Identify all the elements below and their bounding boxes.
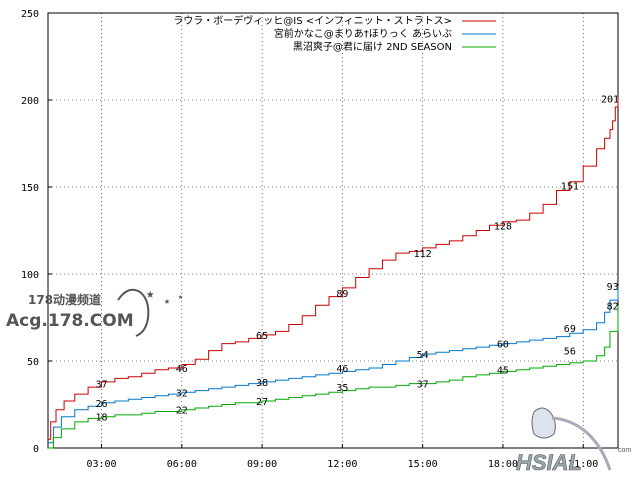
data-label: 32 <box>176 388 188 399</box>
y-tick-label: 100 <box>21 270 39 281</box>
data-label: 93 <box>607 282 619 293</box>
data-label: 37 <box>417 380 429 391</box>
data-label: 201 <box>601 94 619 105</box>
y-tick-label: 250 <box>21 9 39 20</box>
star-icon-tiny: ★ <box>178 292 183 301</box>
x-tick-label: 09:00 <box>247 459 277 470</box>
data-label: 65 <box>256 331 268 342</box>
data-label: 56 <box>564 347 576 358</box>
watermark-site-text: Acg.178.COM <box>6 311 134 331</box>
data-label: 35 <box>336 383 348 394</box>
y-tick-label: 150 <box>21 183 39 194</box>
legend-entry-label: ラウラ・ボーデヴィッヒ@IS <インフィニット・ストラトス> <box>173 14 452 27</box>
data-label: 89 <box>336 289 348 300</box>
data-label: 38 <box>256 378 268 389</box>
series-lines <box>48 98 619 449</box>
watermark-logo: 178动漫频道 Acg.178.COM ★ ★ ★ <box>6 286 183 337</box>
plot-area <box>47 12 619 449</box>
x-tick-label: 06:00 <box>167 459 197 470</box>
data-label: 69 <box>564 324 576 335</box>
series-line-1 <box>48 98 619 440</box>
gridlines <box>48 13 618 448</box>
y-tick-label: 50 <box>27 357 39 368</box>
data-label: 82 <box>607 301 619 312</box>
data-label: 18 <box>95 413 107 424</box>
data-label: 46 <box>176 364 188 375</box>
series-line-2 <box>48 286 619 444</box>
y-tick-label: 0 <box>33 444 39 455</box>
y-tick-label: 200 <box>21 96 39 107</box>
watermark-corner-text: HSIAL <box>516 450 582 475</box>
swirl-icon <box>117 288 150 337</box>
data-labels: 37 46 65 89 112 128 151 201 26 32 38 46 54 60 69 93 18 22… <box>95 94 619 423</box>
data-label: 46 <box>336 364 348 375</box>
legend-entry-label: 黒沼爽子@君に届け 2ND SEASON <box>293 40 452 53</box>
data-label: 54 <box>417 350 429 361</box>
character-icon <box>531 407 556 439</box>
x-tick-label: 03:00 <box>86 459 116 470</box>
series-line-3 <box>48 305 619 449</box>
data-label: 151 <box>561 181 579 192</box>
star-icon-small: ★ <box>164 296 170 307</box>
x-tick-label: 18:00 <box>488 459 518 470</box>
watermark-top-text: 178动漫频道 <box>28 292 101 307</box>
watermark-corner-small: com <box>618 447 631 454</box>
legend: ラウラ・ボーデヴィッヒ@IS <インフィニット・ストラトス>宮前かなこ@まりあ†… <box>173 14 496 53</box>
x-tick-label: 12:00 <box>327 459 357 470</box>
x-tick-label: 15:00 <box>408 459 438 470</box>
watermark-corner: HSIAL com <box>516 407 631 475</box>
data-label: 60 <box>497 340 509 351</box>
data-label: 112 <box>414 249 432 260</box>
x-tick-label: 21:00 <box>568 459 598 470</box>
axis-ticks: 0 50 100 150 200 250 03:00 06:00 09:00 12:00 15:00… <box>21 9 598 470</box>
legend-entry-label: 宮前かなこ@まりあ†ほりっく あらいぶ <box>274 27 452 40</box>
data-label: 27 <box>256 397 268 408</box>
data-label: 128 <box>494 221 512 232</box>
ribbon-icon <box>551 416 612 471</box>
data-label: 45 <box>497 366 509 377</box>
data-label: 26 <box>95 399 107 410</box>
star-icon: ★ <box>146 286 155 302</box>
data-label: 37 <box>95 380 107 391</box>
data-label: 22 <box>176 406 188 417</box>
